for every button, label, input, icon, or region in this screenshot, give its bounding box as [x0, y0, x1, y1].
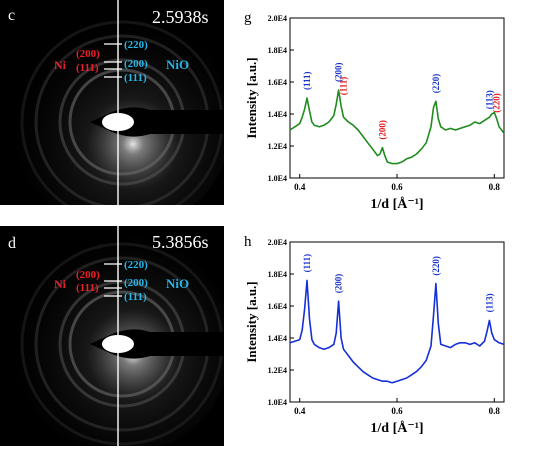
nio-ring-200-c: (200)	[124, 58, 148, 70]
plot-frame	[289, 17, 505, 179]
saed-image-c: c 2.5938s Ni (200) (111) (220) (200) (11…	[0, 0, 224, 205]
x-tick-label: 0.4	[294, 406, 306, 416]
ni-label-c: Ni	[54, 58, 67, 72]
panel-label-c: c	[8, 7, 15, 24]
saed-image-d: d 5.3856s Ni (200) (111) (220) (200) (11…	[0, 226, 224, 446]
y-tick-label: 1.8E4	[268, 46, 287, 55]
x-tick-label: 0.6	[391, 406, 403, 416]
ni-ring-111-d: (111)	[76, 282, 99, 294]
y-tick-label: 1.6E4	[268, 302, 287, 311]
panel-label-d: d	[8, 235, 16, 252]
x-axis-label: 1/d [Å⁻¹]	[370, 420, 423, 436]
y-tick-label: 1.6E4	[268, 78, 287, 87]
chart-g: g 1.0E4 1.2E4 1.4E4 1.6E4 1.8E4 2.0E4 0.4 0.6 0.8…	[236, 4, 535, 222]
peak-label: (113)	[484, 90, 494, 109]
nio-label-d: NiO	[166, 276, 189, 291]
y-tick-label: 1.8E4	[268, 270, 287, 279]
ni-ring-200-d: (200)	[76, 269, 100, 281]
time-stamp-d: 5.3856s	[152, 232, 209, 252]
nio-label-c: NiO	[166, 57, 189, 72]
y-tick-label: 1.2E4	[268, 142, 287, 151]
panel-label-h: h	[244, 234, 252, 250]
ni-ring-111-c: (111)	[76, 62, 99, 74]
chart-h: h 1.0E4 1.2E4 1.4E4 1.6E4 1.8E4 2.0E4 0.4 0.6 0.8…	[236, 228, 535, 446]
x-tick-label: 0.4	[294, 182, 306, 192]
nio-ring-220-c: (220)	[124, 39, 148, 51]
peak-label: (111)	[302, 71, 312, 90]
saed-pattern-c: c 2.5938s Ni (200) (111) (220) (200) (11…	[0, 0, 224, 205]
y-axis-label: Intensity [a.u.]	[244, 281, 259, 362]
y-tick-label: 1.4E4	[268, 334, 287, 343]
peak-label: (200)	[334, 63, 344, 83]
nio-ring-111-d: (111)	[124, 291, 147, 303]
y-tick-label: 1.4E4	[268, 110, 287, 119]
time-stamp-c: 2.5938s	[152, 7, 209, 27]
series-line	[289, 279, 505, 384]
x-tick-label: 0.8	[489, 406, 501, 416]
y-tick-label: 2.0E4	[268, 14, 287, 23]
peak-label: (111)	[302, 254, 312, 273]
series-line	[289, 89, 505, 165]
nio-ring-220-d: (220)	[124, 259, 148, 271]
y-tick-label: 1.0E4	[268, 398, 287, 407]
x-axis-label: 1/d [Å⁻¹]	[370, 196, 423, 212]
peak-label: (200)	[377, 120, 387, 140]
peak-label: (111)	[339, 77, 349, 96]
plot-frame	[289, 241, 505, 403]
x-tick-label: 0.8	[489, 182, 501, 192]
panel-label-g: g	[244, 10, 252, 26]
chart-g-svg: g 1.0E4 1.2E4 1.4E4 1.6E4 1.8E4 2.0E4 0.4 0.6 0.8…	[244, 10, 505, 212]
y-tick-label: 2.0E4	[268, 238, 287, 247]
y-tick-label: 1.0E4	[268, 174, 287, 183]
peak-label: (220)	[492, 93, 502, 113]
nio-ring-200-d: (200)	[124, 277, 148, 289]
saed-pattern-d: d 5.3856s Ni (200) (111) (220) (200) (11…	[0, 226, 224, 446]
chart-h-svg: h 1.0E4 1.2E4 1.4E4 1.6E4 1.8E4 2.0E4 0.4 0.6 0.8…	[244, 234, 505, 436]
peak-label: (113)	[484, 293, 494, 312]
peak-label: (220)	[431, 74, 441, 94]
ni-ring-200-c: (200)	[76, 48, 100, 60]
x-tick-label: 0.6	[391, 182, 403, 192]
peak-label: (220)	[431, 256, 441, 276]
peak-label: (200)	[334, 274, 344, 294]
ni-label-d: Ni	[54, 277, 67, 291]
y-tick-label: 1.2E4	[268, 366, 287, 375]
y-axis-label: Intensity [a.u.]	[244, 57, 259, 138]
nio-ring-111-c: (111)	[124, 72, 147, 84]
